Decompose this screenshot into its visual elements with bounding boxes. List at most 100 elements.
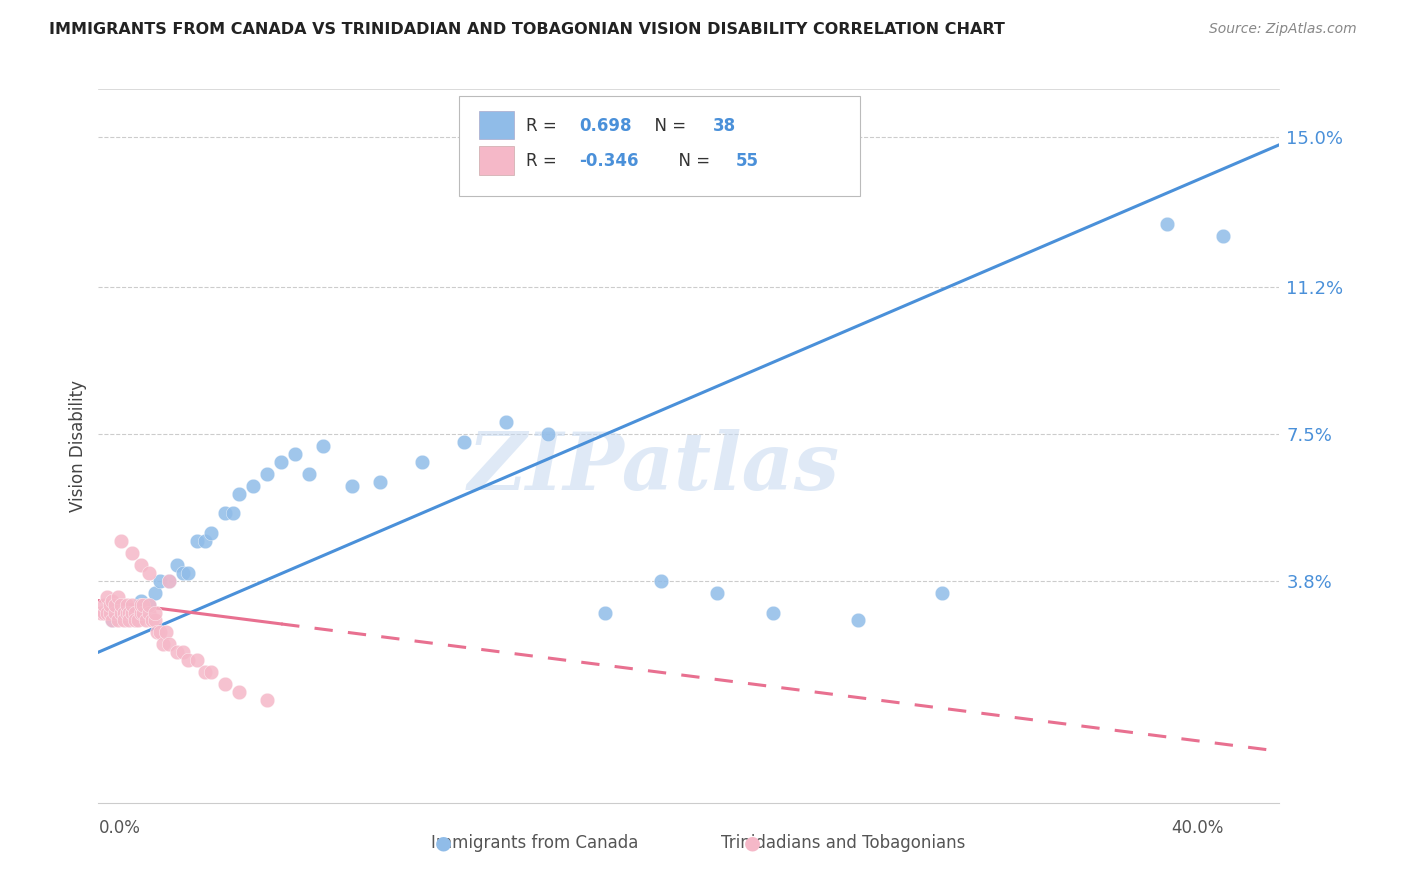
Point <box>138 606 160 620</box>
Text: ●: ● <box>434 833 451 853</box>
Point <box>1156 217 1178 231</box>
Point <box>98 598 121 612</box>
Text: 38: 38 <box>713 117 735 135</box>
Text: Source: ZipAtlas.com: Source: ZipAtlas.com <box>1209 22 1357 37</box>
Point <box>149 625 172 640</box>
Point <box>129 598 152 612</box>
Point <box>98 606 121 620</box>
Text: ZIPatlas: ZIPatlas <box>467 429 839 506</box>
Point <box>228 486 250 500</box>
Point <box>166 558 188 572</box>
Point <box>129 606 152 620</box>
Text: N =: N = <box>668 152 716 169</box>
Point <box>256 692 278 706</box>
Point <box>593 606 616 620</box>
Point <box>411 455 433 469</box>
Point <box>124 614 146 628</box>
Point <box>222 507 245 521</box>
FancyBboxPatch shape <box>458 96 860 196</box>
Point <box>132 598 155 612</box>
Point <box>110 606 132 620</box>
FancyBboxPatch shape <box>478 146 515 175</box>
Point <box>172 566 194 580</box>
Point <box>96 606 118 620</box>
Text: N =: N = <box>644 117 692 135</box>
Text: R =: R = <box>526 152 562 169</box>
Point <box>172 645 194 659</box>
Point <box>118 606 141 620</box>
Point <box>121 546 143 560</box>
Point <box>93 598 115 612</box>
Point <box>115 606 138 620</box>
Text: 40.0%: 40.0% <box>1171 819 1223 837</box>
Point <box>931 585 953 599</box>
Point <box>270 455 292 469</box>
Point <box>214 507 236 521</box>
Point <box>96 590 118 604</box>
Point <box>157 574 180 588</box>
Point <box>149 574 172 588</box>
Point <box>650 574 672 588</box>
Point <box>155 625 177 640</box>
Point <box>107 614 129 628</box>
Point <box>115 606 138 620</box>
Point <box>143 614 166 628</box>
Point <box>312 439 335 453</box>
Point <box>200 665 222 679</box>
Point <box>846 614 869 628</box>
Text: Immigrants from Canada: Immigrants from Canada <box>430 834 638 852</box>
Point <box>104 606 127 620</box>
Point <box>284 447 307 461</box>
Point <box>90 606 112 620</box>
Point <box>115 598 138 612</box>
Point <box>186 653 208 667</box>
Point <box>177 653 200 667</box>
Point <box>537 427 560 442</box>
Text: 55: 55 <box>737 152 759 169</box>
Point <box>138 598 160 612</box>
Text: -0.346: -0.346 <box>579 152 638 169</box>
Point <box>121 598 143 612</box>
Text: R =: R = <box>526 117 562 135</box>
Point <box>143 585 166 599</box>
Point <box>143 606 166 620</box>
Point <box>194 534 217 549</box>
Point <box>256 467 278 481</box>
Point <box>112 614 135 628</box>
Point <box>110 598 132 612</box>
Point <box>157 637 180 651</box>
Point <box>200 526 222 541</box>
Text: Trinidadians and Tobagonians: Trinidadians and Tobagonians <box>721 834 966 852</box>
Point <box>186 534 208 549</box>
Point <box>453 435 475 450</box>
Point <box>177 566 200 580</box>
Point <box>157 574 180 588</box>
Point <box>138 598 160 612</box>
Text: 0.0%: 0.0% <box>98 819 141 837</box>
Point <box>121 606 143 620</box>
Point <box>141 614 163 628</box>
Point <box>762 606 785 620</box>
Point <box>146 625 169 640</box>
Point <box>135 614 157 628</box>
Point <box>495 415 517 429</box>
Point <box>129 593 152 607</box>
Point <box>706 585 728 599</box>
FancyBboxPatch shape <box>478 111 515 139</box>
Point <box>124 606 146 620</box>
Point <box>368 475 391 489</box>
Point <box>194 665 217 679</box>
Point <box>112 606 135 620</box>
Point <box>166 645 188 659</box>
Text: ●: ● <box>744 833 761 853</box>
Point <box>1212 228 1234 243</box>
Point <box>121 606 143 620</box>
Point <box>104 598 127 612</box>
Point <box>242 478 264 492</box>
Y-axis label: Vision Disability: Vision Disability <box>69 380 87 512</box>
Text: 0.698: 0.698 <box>579 117 631 135</box>
Point <box>138 566 160 580</box>
Point <box>132 606 155 620</box>
Point <box>107 590 129 604</box>
Point <box>101 593 124 607</box>
